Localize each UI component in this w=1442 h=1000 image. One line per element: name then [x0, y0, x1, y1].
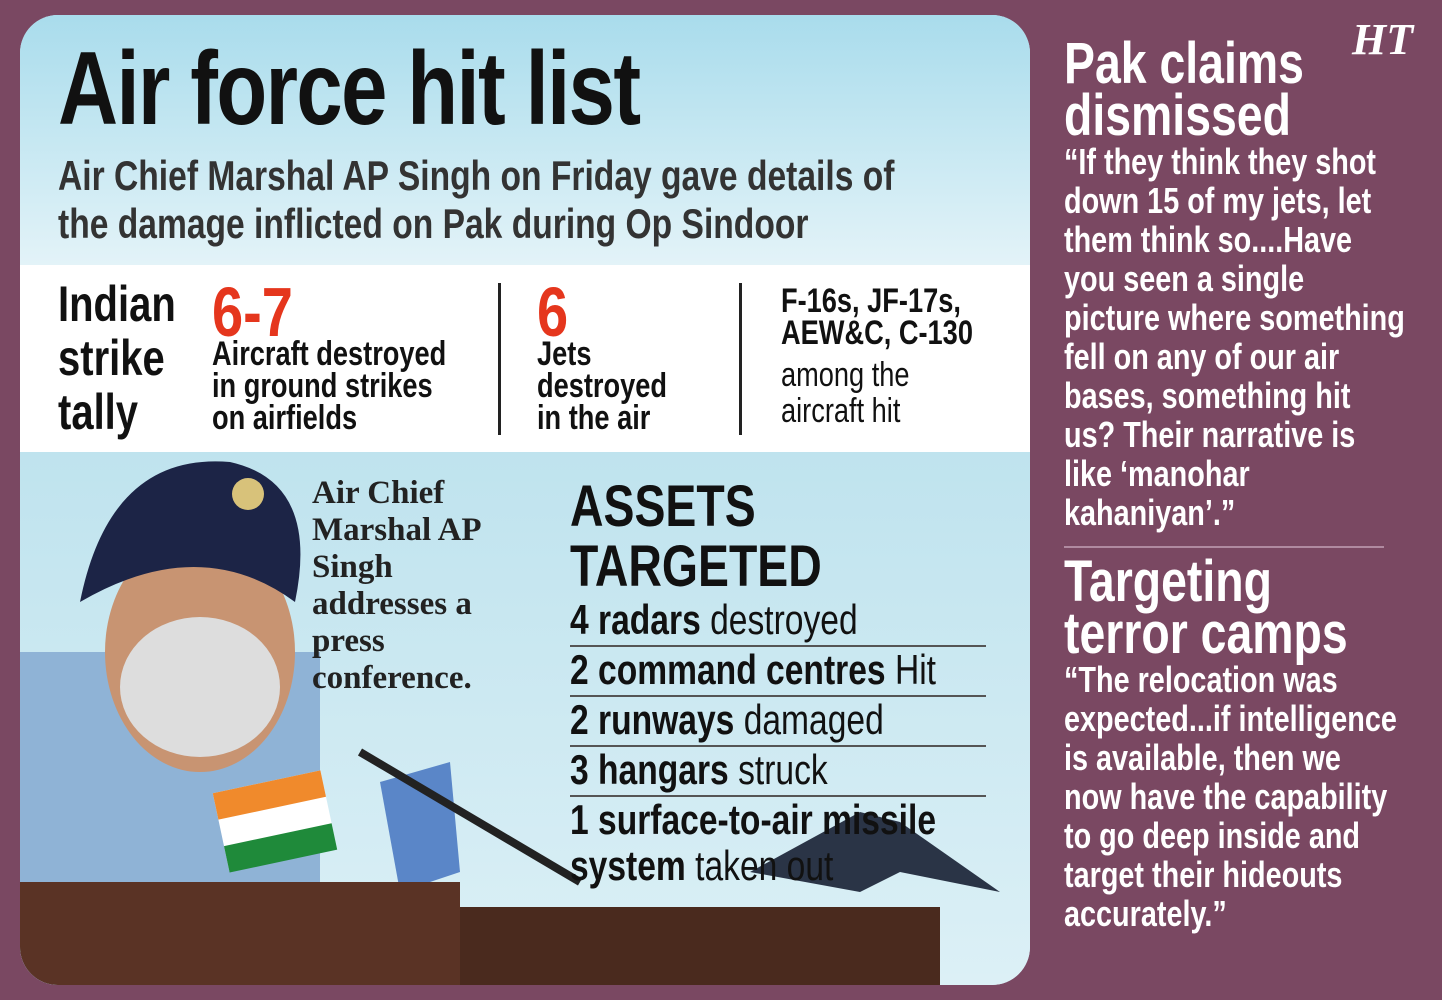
logo: HT — [1352, 15, 1414, 64]
stat-text: Jets destroyed in the air — [537, 335, 667, 437]
divider — [739, 283, 742, 435]
infographic-panel: Air force hit list Air Chief Marshal AP … — [20, 15, 1030, 985]
air-force-flag — [380, 762, 460, 892]
asset-item: 1 surface-to-air missile system taken ou… — [570, 797, 986, 891]
asset-count: 4 radars — [570, 596, 701, 643]
stat-text: Aircraft destroyed in ground strikes on … — [212, 335, 447, 437]
sidebar-heading: Pak claims dismissed — [1064, 31, 1304, 148]
aircraft-list: F-16s, JF-17s, AEW&C, C-130 — [781, 282, 973, 352]
asset-count: 3 hangars — [570, 746, 729, 793]
sidebar: Pak claims dismissed “If they think they… — [1064, 31, 1416, 947]
header-background — [20, 15, 1030, 265]
microphone — [357, 748, 583, 886]
title: Air force hit list — [58, 31, 641, 147]
photo-caption: Air Chief Marshal AP Singh addresses a p… — [312, 475, 480, 696]
photo-illustration — [20, 461, 1000, 985]
asset-status: destroyed — [710, 596, 858, 643]
flag-stripe — [224, 823, 338, 873]
asset-item: 4 radars destroyed — [570, 597, 986, 647]
asset-status: Hit — [894, 646, 937, 693]
stat-number: 6-7 — [212, 273, 293, 351]
subtitle: Air Chief Marshal AP Singh on Friday gav… — [58, 152, 895, 247]
sidebar-quote: “The relocation was expected...if intell… — [1064, 659, 1397, 934]
sidebar-heading: Targeting terror camps — [1064, 549, 1348, 666]
divider — [498, 283, 501, 435]
asset-status: struck — [738, 746, 828, 793]
tally-label: Indian strike tally — [58, 276, 176, 440]
badge — [232, 478, 264, 510]
separator — [1064, 546, 1384, 548]
lectern — [460, 907, 940, 985]
assets-heading: ASSETS TARGETED — [570, 474, 822, 599]
asset-item: 2 command centres Hit — [570, 647, 986, 697]
asset-count: 2 runways — [570, 696, 735, 743]
stat-number: 6 — [537, 273, 569, 351]
asset-count: 2 command centres — [570, 646, 886, 693]
stat-text: among the aircraft hit — [781, 356, 910, 430]
asset-status: taken out — [695, 842, 834, 889]
asset-count: 1 surface-to-air missile system — [570, 796, 937, 889]
flag-stripe — [212, 770, 326, 820]
beard — [120, 617, 280, 757]
aircraft-model — [750, 812, 1000, 892]
asset-item: 2 runways damaged — [570, 697, 986, 747]
asset-item: 3 hangars struck — [570, 747, 986, 797]
desk — [20, 882, 460, 985]
tally-band — [20, 265, 1030, 452]
assets-list: ASSETS TARGETED 4 radars destroyed 2 com… — [570, 477, 986, 891]
asset-status: damaged — [743, 696, 884, 743]
sidebar-quote: “If they think they shot down 15 of my j… — [1064, 141, 1405, 533]
